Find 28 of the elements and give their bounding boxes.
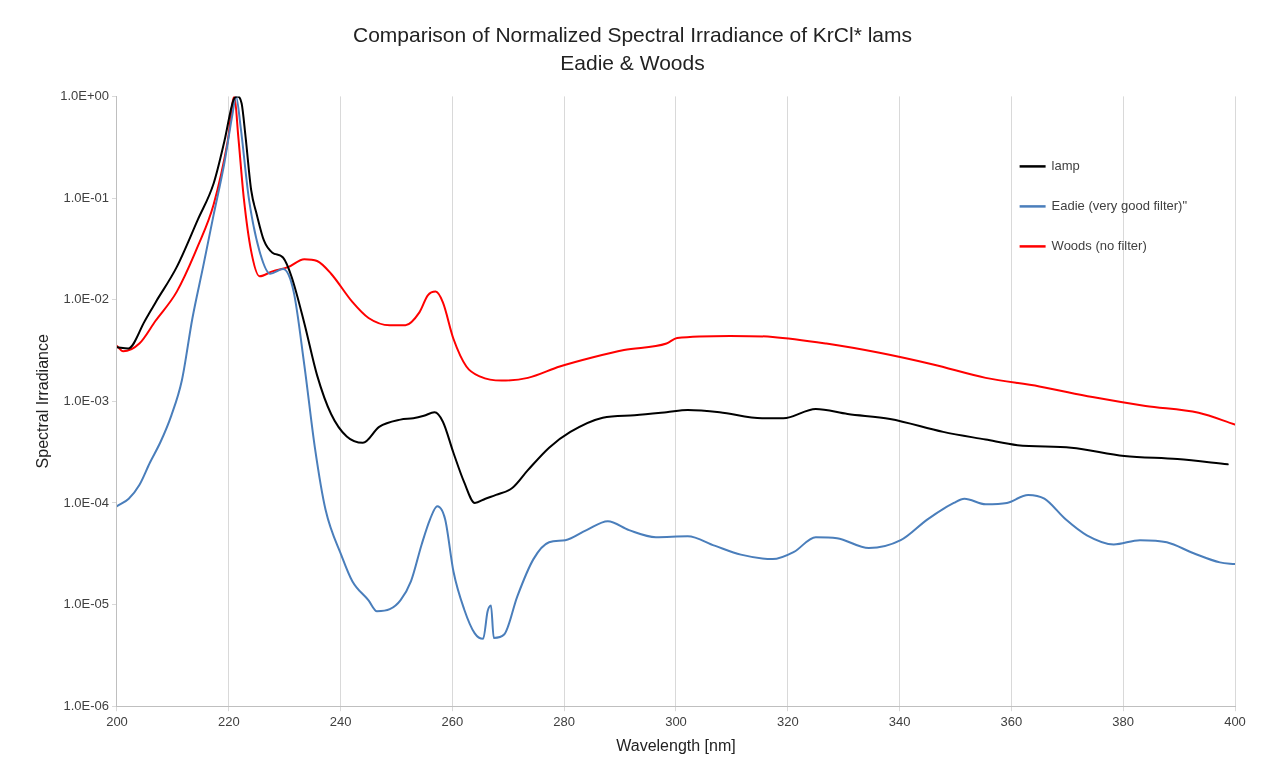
- x-tick-label: 380: [1112, 713, 1135, 729]
- x-axis-title: Wavelength [nm]: [616, 736, 736, 754]
- x-tick-label: 340: [888, 713, 911, 729]
- x-tick-label: 260: [441, 713, 464, 729]
- line-series: [116, 96, 1229, 504]
- line-series: [116, 96, 1235, 426]
- chart-subtitle: Eadie & Woods: [560, 50, 705, 74]
- x-tick-label: 220: [217, 713, 240, 729]
- y-tick-label: 1.0E-01: [63, 189, 109, 205]
- x-tick-label: 200: [106, 713, 128, 729]
- x-tick-label: 300: [665, 713, 687, 729]
- x-tick-label: 400: [1224, 713, 1246, 729]
- legend-label: lamp: [1051, 157, 1080, 173]
- x-tick-label: 320: [776, 713, 799, 729]
- legend-label: Eadie (very good filter)": [1051, 197, 1188, 213]
- x-tick-label: 360: [1000, 713, 1023, 729]
- legend-label: Woods (no filter): [1051, 237, 1147, 253]
- chart-title: Comparison of Normalized Spectral Irradiance of KrCl* lams: [352, 23, 913, 47]
- x-tick-label: 280: [553, 713, 576, 729]
- y-tick-label: 1.0E-05: [63, 596, 109, 612]
- y-tick-label: 1.0E+00: [60, 87, 109, 103]
- y-tick-label: 1.0E-03: [63, 392, 109, 408]
- y-tick-label: 1.0E-02: [63, 291, 109, 307]
- x-tick-label: 240: [329, 713, 352, 729]
- line-series: [116, 96, 1235, 640]
- y-tick-label: 1.0E-04: [63, 494, 109, 510]
- y-axis-title: Spectral Irradiance: [34, 334, 52, 469]
- y-tick-label: 1.0E-06: [63, 697, 109, 713]
